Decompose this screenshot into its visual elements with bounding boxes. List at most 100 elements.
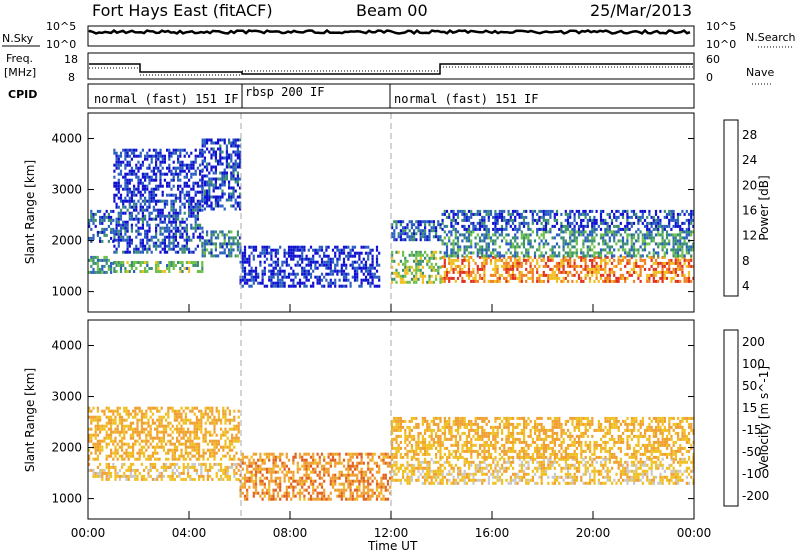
- power-cell: [155, 215, 157, 218]
- power-cell: [312, 258, 314, 261]
- power-cell: [626, 242, 628, 245]
- velocity-cell: [279, 456, 281, 459]
- power-cell: [657, 265, 659, 268]
- velocity-cell: [136, 458, 138, 461]
- power-cell: [164, 245, 166, 248]
- power-cell: [312, 282, 314, 285]
- velocity-cell: [224, 469, 226, 472]
- power-cell: [631, 242, 633, 245]
- power-cell: [578, 213, 580, 216]
- power-cell: [466, 248, 468, 251]
- power-cell: [133, 248, 135, 251]
- power-cell: [439, 251, 441, 254]
- power-cell: [497, 259, 499, 262]
- power-cell: [164, 227, 166, 230]
- power-cell: [175, 264, 177, 267]
- velocity-cell: [205, 440, 207, 443]
- power-cell: [336, 273, 338, 276]
- power-cell: [208, 193, 210, 196]
- power-cell: [303, 273, 305, 276]
- power-cell: [492, 248, 494, 251]
- power-cell: [215, 230, 217, 233]
- power-cell: [135, 236, 137, 239]
- power-cell: [609, 277, 611, 280]
- velocity-cell: [183, 472, 185, 475]
- power-cell: [184, 267, 186, 270]
- power-cell: [596, 222, 598, 225]
- power-cell: [670, 262, 672, 265]
- velocity-cell: [187, 475, 189, 478]
- power-cell: [516, 242, 518, 245]
- power-cell: [299, 282, 301, 285]
- power-cell: [195, 227, 197, 230]
- power-cell: [217, 199, 219, 202]
- power-cell: [144, 155, 146, 158]
- power-cell: [624, 248, 626, 251]
- power-cell: [514, 245, 516, 248]
- velocity-cell: [238, 458, 240, 461]
- power-cell: [613, 236, 615, 239]
- power-cell: [607, 280, 609, 283]
- power-cell: [157, 158, 159, 161]
- power-cell: [181, 245, 183, 248]
- velocity-cell: [218, 440, 220, 443]
- power-cell: [290, 252, 292, 255]
- power-cell: [677, 262, 679, 265]
- power-cell: [328, 264, 330, 267]
- power-cell: [653, 271, 655, 274]
- power-colorbar-tick: 8: [742, 254, 750, 268]
- power-cell: [330, 270, 332, 273]
- velocity-cell: [227, 446, 229, 449]
- velocity-cell: [277, 456, 279, 459]
- power-cell: [142, 251, 144, 254]
- velocity-cell: [145, 416, 147, 419]
- power-cell: [420, 254, 422, 257]
- power-cell: [488, 213, 490, 216]
- power-cell: [354, 267, 356, 270]
- power-cell: [461, 233, 463, 236]
- power-cell: [684, 213, 686, 216]
- power-cell: [173, 152, 175, 155]
- power-cell: [664, 216, 666, 219]
- power-cell: [166, 185, 168, 188]
- power-cell: [655, 271, 657, 274]
- power-cell: [532, 277, 534, 280]
- power-cell: [323, 276, 325, 279]
- power-cell: [508, 222, 510, 225]
- power-cell: [99, 210, 101, 213]
- power-cell: [607, 233, 609, 236]
- power-cell: [453, 239, 455, 242]
- velocity-cell: [119, 455, 121, 458]
- power-cell: [593, 245, 595, 248]
- power-cell: [251, 273, 253, 276]
- velocity-cell: [306, 477, 308, 480]
- power-cell: [422, 235, 424, 238]
- power-cell: [162, 227, 164, 230]
- velocity-cell: [216, 422, 218, 425]
- velocity-cell: [187, 446, 189, 449]
- noise-right-tick-bottom: 10^0: [706, 38, 736, 51]
- power-cell: [620, 268, 622, 271]
- power-cell: [201, 264, 203, 267]
- power-cell: [153, 194, 155, 197]
- velocity-cell: [121, 449, 123, 452]
- velocity-cell: [273, 495, 275, 498]
- power-cell: [690, 222, 692, 225]
- power-cell: [402, 229, 404, 232]
- power-cell: [527, 228, 529, 231]
- power-cell: [170, 170, 172, 173]
- power-cell: [464, 213, 466, 216]
- velocity-cell: [233, 440, 235, 443]
- power-cell: [295, 246, 297, 249]
- power-cell: [648, 228, 650, 231]
- power-cell: [217, 196, 219, 199]
- power-cell: [415, 266, 417, 269]
- power-cell: [157, 212, 159, 215]
- velocity-cell: [321, 498, 323, 501]
- power-cell: [618, 210, 620, 213]
- power-cell: [195, 149, 197, 152]
- power-cell: [497, 280, 499, 283]
- power-cell: [486, 225, 488, 228]
- power-cell: [470, 210, 472, 213]
- velocity-cell: [110, 440, 112, 443]
